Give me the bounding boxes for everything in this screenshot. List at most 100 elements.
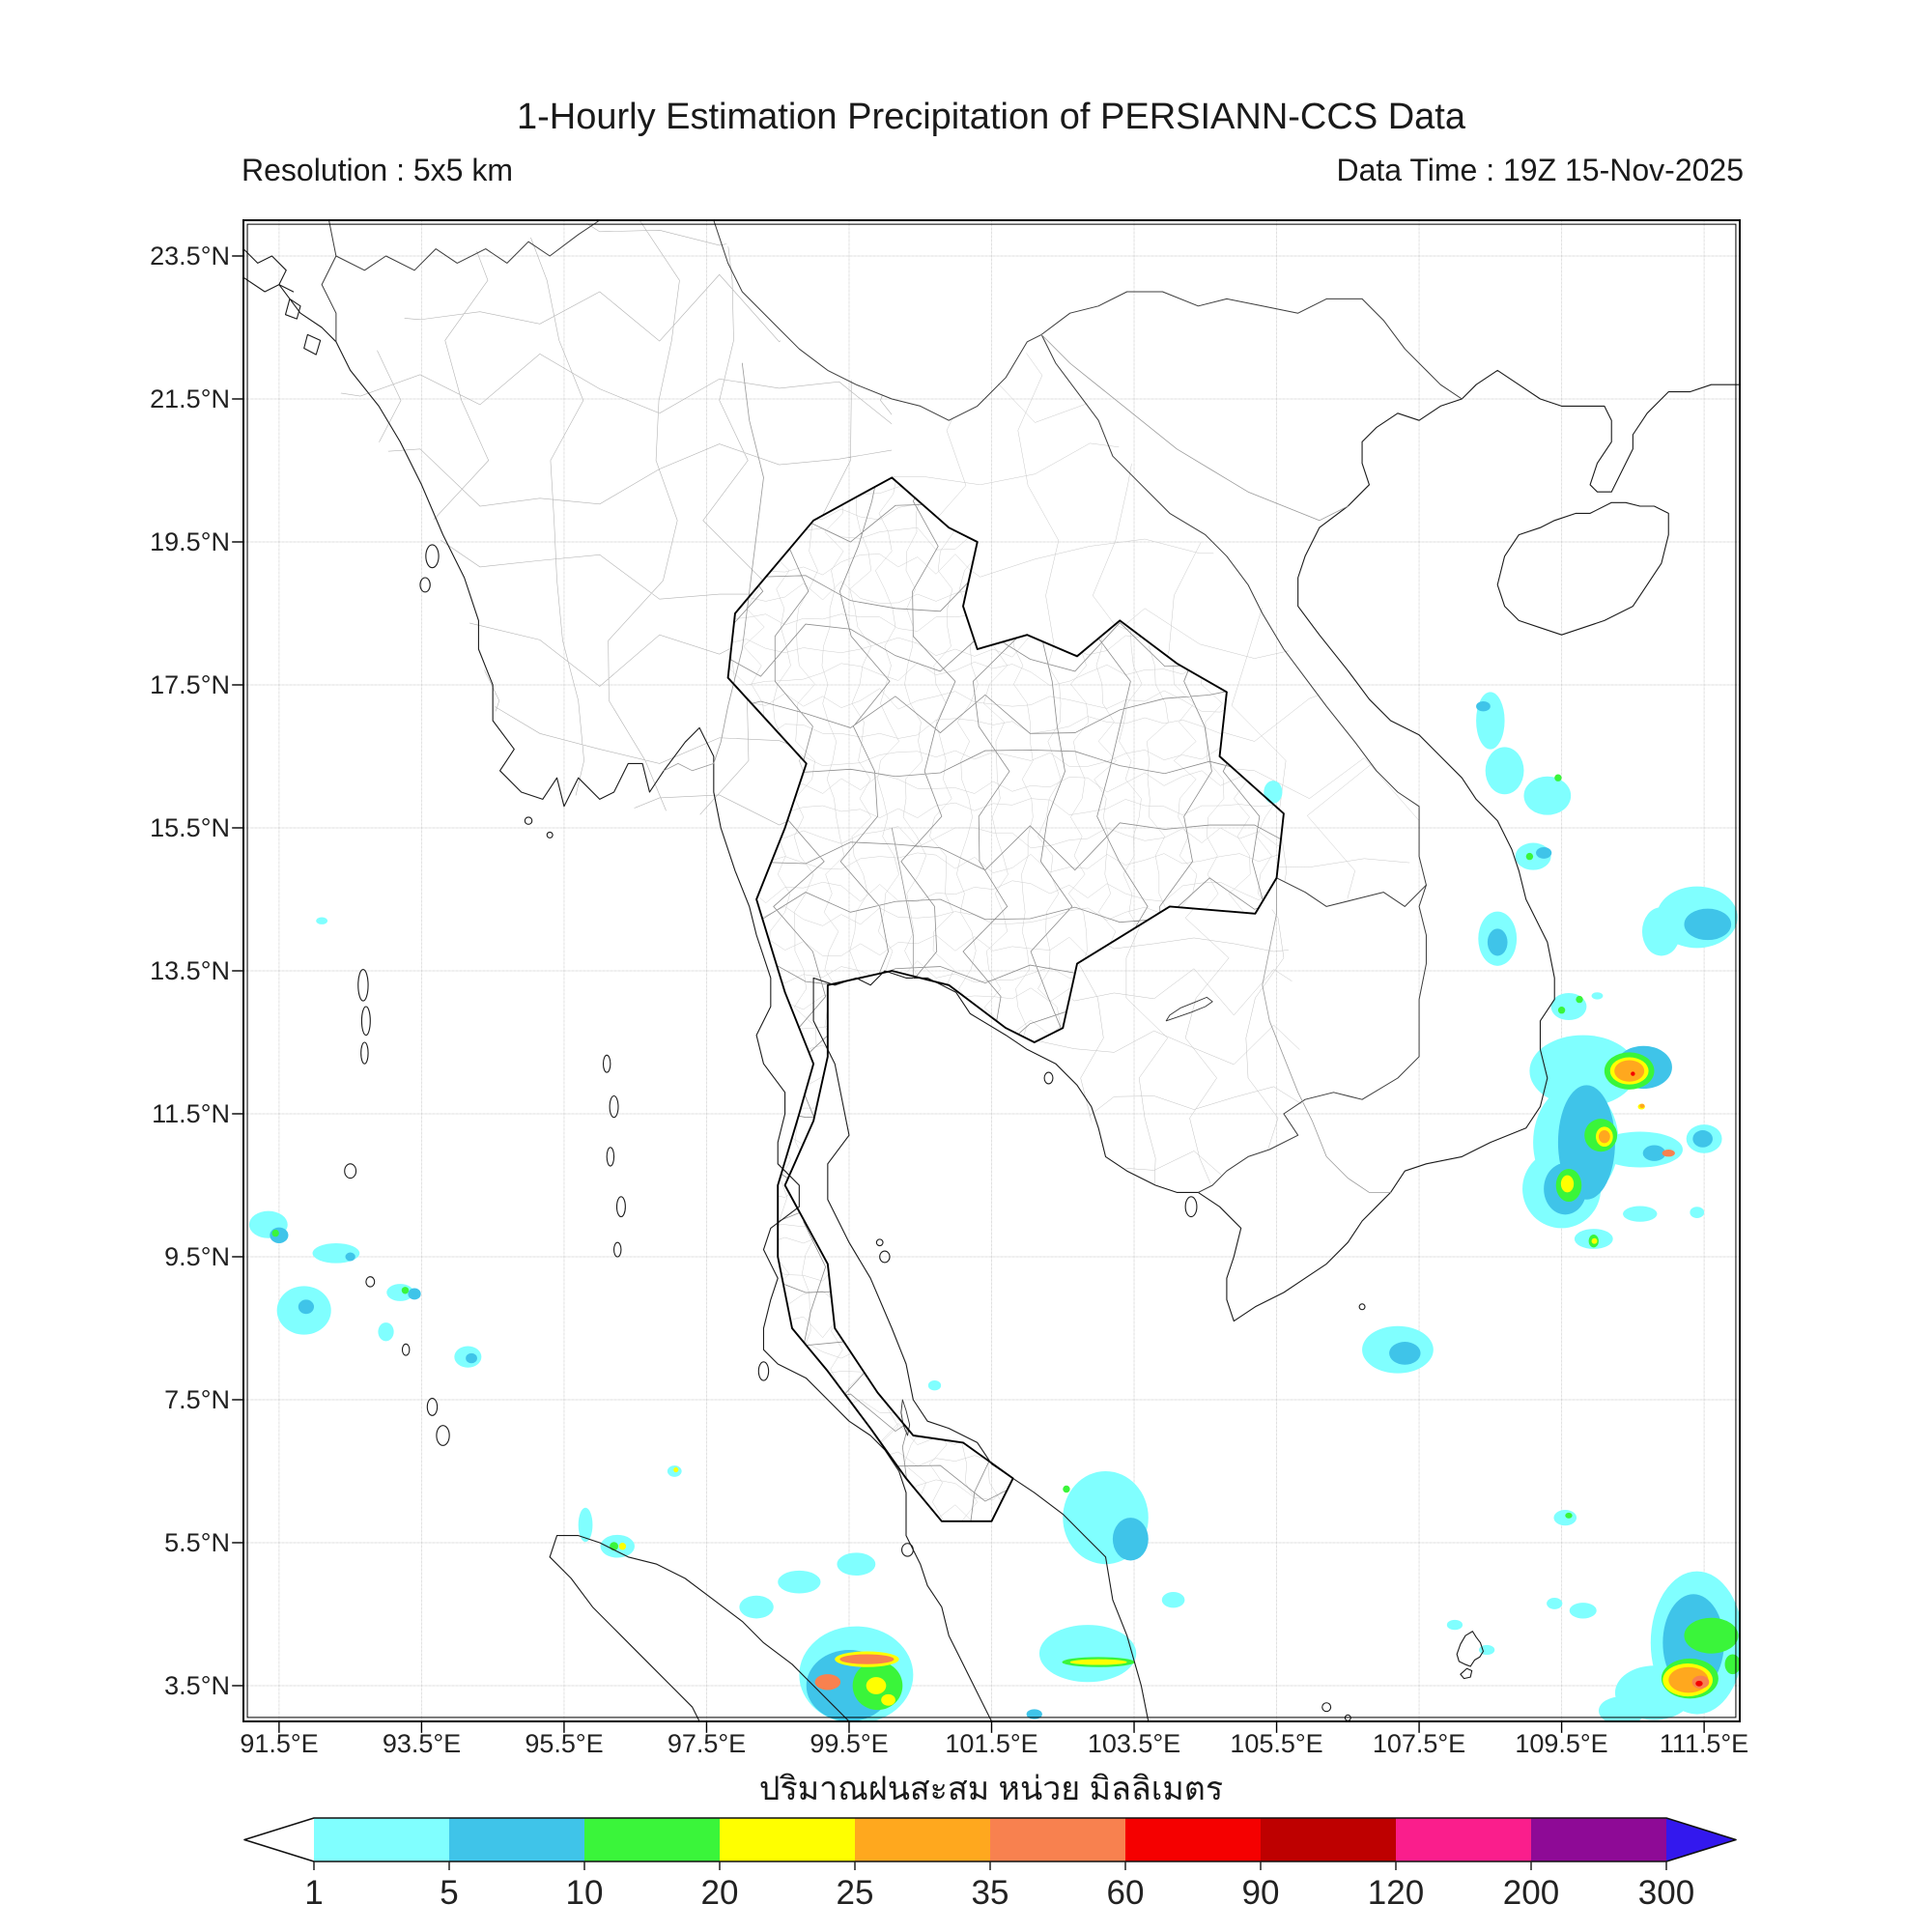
admin-mesh (836, 291, 1474, 980)
phangan-island (876, 1239, 883, 1246)
natuna-island-south (1461, 1668, 1472, 1678)
precip-cell-1mm (378, 1322, 394, 1342)
chao-phraya-river (892, 828, 913, 978)
precip-cell-5mm (345, 1252, 355, 1262)
colorbar-segment (1125, 1818, 1261, 1861)
precip-cell-10mm (1565, 1512, 1573, 1519)
lon-tick-label: 107.5°E (1372, 1729, 1466, 1758)
map-area (243, 220, 1740, 1721)
mergui-island (603, 1055, 610, 1072)
little-andaman (345, 1164, 356, 1179)
delta-islet (547, 832, 553, 838)
precip-cell-20mm (673, 1466, 679, 1473)
colorbar-label: 60 (1107, 1874, 1145, 1912)
colorbar-segment (1261, 1818, 1396, 1861)
phu-quoc-island (1185, 1197, 1197, 1217)
lat-tick-label: 11.5°N (152, 1099, 230, 1128)
colorbar-segment (990, 1818, 1125, 1861)
map-frame-outer (243, 220, 1740, 1721)
colorbar-caption-thai: ปริมาณฝนสะสม หน่วย มิลลิเมตร (758, 1771, 1224, 1807)
colorbar-segment (1531, 1818, 1666, 1861)
page-title: 1-Hourly Estimation Precipitation of PER… (516, 97, 1465, 137)
red-river (1041, 334, 1348, 520)
great-nicobar (437, 1426, 449, 1446)
colorbar-segment (1396, 1818, 1531, 1861)
admin-mesh (660, 444, 1335, 1749)
precip-cell-1mm (1553, 1509, 1577, 1526)
precip-cell-5mm (1112, 1518, 1149, 1561)
natuna-island (1457, 1632, 1483, 1666)
precip-cell-10mm (271, 1229, 279, 1237)
andaman-island (361, 1007, 370, 1036)
lon-tick-label: 111.5°E (1659, 1729, 1749, 1758)
precip-cell-1mm (1591, 992, 1604, 1000)
songkhla-lagoon (901, 1400, 910, 1435)
border-china-south (714, 220, 1463, 420)
precip-cell-5mm (1684, 908, 1732, 941)
precip-cell-1mm (739, 1595, 774, 1619)
precip-cell-5mm (1476, 701, 1491, 712)
colorbar-overflow-arrow (1666, 1818, 1736, 1861)
mergui-island (614, 1242, 621, 1257)
precip-cell-25mm (1614, 1060, 1645, 1082)
sumatra-nw-coast (550, 1557, 699, 1721)
precip-cell-1mm (837, 1552, 876, 1577)
admin-mesh (643, 428, 1345, 1763)
subtitle-data-time: Data Time : 19Z 15-Nov-2025 (1336, 153, 1744, 187)
colorbar-label: 90 (1242, 1874, 1280, 1912)
mekong-river (1263, 878, 1391, 1193)
precip-cell-25mm (1639, 1103, 1645, 1109)
con-dao-island (1359, 1304, 1365, 1310)
precip-cell-5mm (1026, 1709, 1042, 1719)
salween-river (664, 363, 763, 771)
precip-cell-60mm (1631, 1071, 1635, 1076)
precip-cell-10mm (1576, 995, 1583, 1004)
precipitation-layer (248, 692, 1740, 1721)
precip-cell-5mm (466, 1352, 477, 1364)
ko-chang-island (1044, 1072, 1053, 1084)
mergui-island (617, 1197, 626, 1217)
precip-cell-5mm (298, 1299, 315, 1315)
mergui-island (607, 1148, 613, 1166)
mergui-island (610, 1096, 618, 1118)
precip-cell-1mm (316, 917, 328, 924)
precip-cell-10mm (1554, 774, 1562, 781)
precip-cell-20mm (866, 1677, 887, 1694)
precip-cell-10mm (1525, 852, 1534, 861)
precip-cell-1mm (1569, 1603, 1597, 1619)
precip-cell-5mm (1389, 1342, 1421, 1365)
lon-tick-label: 105.5°E (1230, 1729, 1323, 1758)
lon-tick-label: 97.5°E (667, 1729, 747, 1758)
lon-tick-label: 101.5°E (945, 1729, 1038, 1758)
precip-cell-10mm (1063, 1485, 1070, 1493)
precip-cell-1mm (1476, 692, 1505, 750)
precip-cell-20mm (881, 1693, 895, 1706)
border-laos-vietnam (1041, 334, 1426, 1192)
precip-cell-1mm (1529, 1035, 1637, 1107)
colorbar: 1 5 10 20 25 35 60 90 120 200 300 (243, 1817, 1737, 1912)
lon-tick-label: 91.5°E (240, 1729, 319, 1758)
colorbar-label: 300 (1638, 1874, 1694, 1912)
colorbar-label: 20 (701, 1874, 739, 1912)
car-nicobar (366, 1277, 375, 1287)
precip-cell-1mm (1598, 1696, 1646, 1721)
lat-tick-label: 23.5°N (150, 242, 230, 270)
lat-tick-label: 3.5°N (164, 1671, 230, 1700)
map-svg (243, 220, 1740, 1721)
precip-cell-20mm (1591, 1237, 1598, 1244)
colorbar-label: 35 (972, 1874, 1009, 1912)
precip-cell-35mm (839, 1654, 895, 1664)
bangladesh-rivers (243, 249, 294, 292)
precip-cell-5mm (1692, 1130, 1713, 1148)
border-india-myanmar (322, 220, 336, 342)
nicobar-island (402, 1344, 409, 1355)
precip-cell-5mm (270, 1227, 289, 1243)
anambas-island (1322, 1703, 1331, 1712)
precip-cell-1mm (1038, 1625, 1137, 1683)
penang-island (902, 1544, 914, 1556)
border-northeast-india (336, 220, 600, 270)
colorbar-label: 200 (1503, 1874, 1559, 1912)
sumatra-ne-coast (550, 1536, 849, 1721)
graticule (243, 220, 1740, 1721)
